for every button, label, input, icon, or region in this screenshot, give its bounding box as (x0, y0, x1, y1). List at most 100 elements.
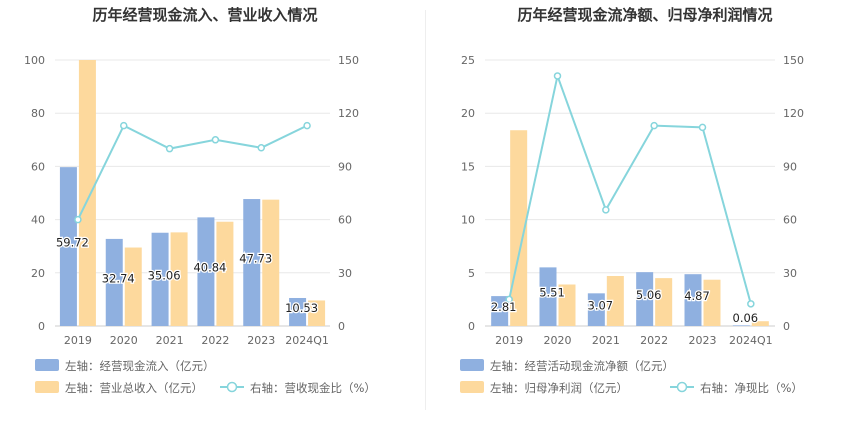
bar-secondary (170, 232, 188, 326)
chart-left-svg: 历年经营现金流入、营业收入情况 0 20 40 60 80 100 0 30 60 90 120 150… (24, 6, 376, 395)
line-point (165, 144, 174, 153)
chart-right: 历年经营现金流净额、归母净利润情况 0 5 10 15 20 25 0 30 60 90 120 150… (425, 0, 850, 437)
line-point (553, 72, 562, 80)
right-axis-tick-label: 60 (338, 214, 352, 227)
x-axis-tick-label: 2019 (64, 334, 92, 347)
bar-secondary (124, 247, 142, 326)
bar-data-label: 10.53 (285, 301, 318, 315)
bar-primary (539, 267, 557, 326)
right-axis-tick-label: 90 (338, 160, 352, 173)
chart-title: 历年经营现金流入、营业收入情况 (92, 6, 317, 24)
line-point (747, 300, 755, 308)
line-series (508, 72, 752, 305)
x-axis-tick-label: 2019 (495, 334, 523, 347)
bar-secondary (655, 278, 673, 326)
line-point (650, 121, 658, 130)
bar-primary (636, 272, 654, 326)
bar-secondary (751, 321, 769, 326)
line-point (211, 136, 220, 144)
bar-data-label: 4.87 (684, 289, 710, 303)
line-point (698, 123, 707, 132)
line-point (505, 295, 513, 304)
bar-primary (243, 199, 261, 326)
left-axis-tick-label: 80 (31, 107, 45, 120)
x-axis-tick-label: 2021 (592, 334, 620, 347)
bar-secondary (78, 60, 96, 326)
right-axis-tick-label: 150 (783, 54, 804, 67)
bar-data-label: 0.06 (733, 311, 759, 325)
x-axis-tick-label: 2023 (689, 334, 717, 347)
right-axis-tick-label: 120 (783, 107, 804, 120)
left-axis-tick-label: 15 (461, 160, 475, 173)
bar-secondary (703, 279, 721, 326)
line-point (602, 206, 610, 214)
left-axis-tick-label: 0 (38, 320, 45, 333)
line-point (74, 215, 82, 224)
right-axis-tick-label: 0 (338, 320, 345, 333)
x-axis-tick-label: 2020 (544, 334, 572, 347)
legend-swatch (35, 381, 59, 393)
right-axis-tick-label: 60 (783, 214, 797, 227)
left-axis-tick-label: 25 (461, 54, 475, 67)
bar-primary (732, 325, 750, 326)
right-axis-tick-label: 0 (783, 320, 790, 333)
left-axis-tick-label: 60 (31, 160, 45, 173)
line-point (257, 144, 265, 152)
bar-primary (587, 293, 605, 326)
x-axis-tick-label: 2023 (247, 334, 275, 347)
left-axis-tick-label: 40 (31, 214, 45, 227)
bar-primary (151, 232, 169, 326)
left-axis-tick-label: 100 (24, 54, 45, 67)
bar-secondary (308, 300, 326, 326)
chart-left: 历年经营现金流入、营业收入情况 0 20 40 60 80 100 0 30 60 90 120 150… (0, 0, 425, 437)
right-axis-tick-label: 30 (338, 267, 352, 280)
right-axis-tick-label: 90 (783, 160, 797, 173)
bar-secondary (216, 221, 234, 326)
bar-data-label: 35.06 (148, 268, 181, 282)
bar-data-label: 5.51 (539, 286, 565, 300)
bar-secondary (558, 284, 576, 326)
bar-primary (491, 296, 509, 326)
bar-secondary (262, 199, 280, 326)
right-axis-tick-label: 120 (338, 107, 359, 120)
bar-data-label: 2.81 (491, 300, 517, 314)
bar-primary (59, 167, 77, 326)
x-axis-tick-label: 2024Q1 (729, 334, 773, 347)
x-axis-tick-label: 2022 (640, 334, 668, 347)
bar-secondary (606, 275, 624, 326)
left-axis-tick-label: 20 (461, 107, 475, 120)
bar-primary (289, 297, 307, 326)
legend-swatch-marker (226, 381, 238, 393)
bar-data-label: 47.73 (239, 252, 272, 266)
bar-data-label: 40.84 (193, 261, 226, 275)
legend-label: 左轴：营业总收入（亿元） (65, 381, 203, 395)
chart-divider (425, 10, 426, 410)
bar-primary (105, 238, 123, 326)
legend-swatch (460, 381, 484, 393)
right-axis-tick-label: 150 (338, 54, 359, 67)
bar-data-label: 5.06 (636, 288, 662, 302)
legend-swatch (35, 359, 59, 371)
legend-swatch-marker (676, 381, 688, 393)
bar-data-label: 59.72 (56, 236, 89, 250)
x-axis-tick-label: 2022 (201, 334, 229, 347)
bar-data-label: 3.07 (588, 299, 614, 313)
x-axis-tick-label: 2020 (110, 334, 138, 347)
left-axis-tick-label: 10 (461, 214, 475, 227)
chart-right-svg: 历年经营现金流净额、归母净利润情况 0 5 10 15 20 25 0 30 60 90 120 150… (460, 6, 804, 395)
right-axis-tick-label: 30 (783, 267, 797, 280)
legend-label: 右轴：营收现金比（%） (250, 381, 376, 395)
bar-data-label: 32.74 (102, 271, 135, 285)
x-axis-tick-label: 2024Q1 (285, 334, 329, 347)
x-axis-tick-label: 2021 (156, 334, 184, 347)
bar-primary (197, 217, 215, 326)
legend-label: 左轴：经营现金流入（亿元） (65, 359, 215, 373)
bar-primary (684, 274, 702, 326)
left-axis-tick-label: 0 (468, 320, 475, 333)
chart-title: 历年经营现金流净额、归母净利润情况 (517, 6, 772, 24)
line-point (303, 121, 311, 130)
left-axis-tick-label: 20 (31, 267, 45, 280)
legend-label: 左轴：归母净利润（亿元） (490, 381, 628, 395)
legend-swatch (460, 359, 484, 371)
legend-label: 左轴：经营活动现金流净额（亿元） (490, 359, 674, 373)
